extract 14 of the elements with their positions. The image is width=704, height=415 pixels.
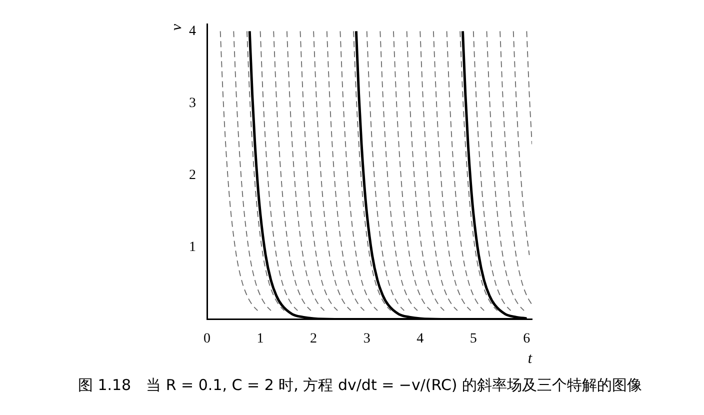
x-tick-label: 1 <box>256 331 264 346</box>
y-tick-label: 4 <box>189 24 196 39</box>
x-axis-title: t <box>528 350 533 367</box>
y-tick-label: 2 <box>189 168 196 183</box>
x-tick-label: 5 <box>470 331 477 346</box>
y-tick-label: 3 <box>189 96 196 111</box>
y-tick-label: 1 <box>189 240 196 255</box>
x-tick-label: 6 <box>523 331 530 346</box>
x-tick-label: 4 <box>416 331 424 346</box>
x-tick-label: 2 <box>310 331 318 346</box>
caption: 图 1.18 当 R = 0.1, C = 2 时, 方程 dv/dt = −v/(RC) 的斜率场及三个特解的图像 <box>76 376 644 395</box>
x-tick-label: 0 <box>204 331 210 346</box>
y-axis-title: v <box>168 24 185 31</box>
x-tick-label: 3 <box>363 331 370 346</box>
